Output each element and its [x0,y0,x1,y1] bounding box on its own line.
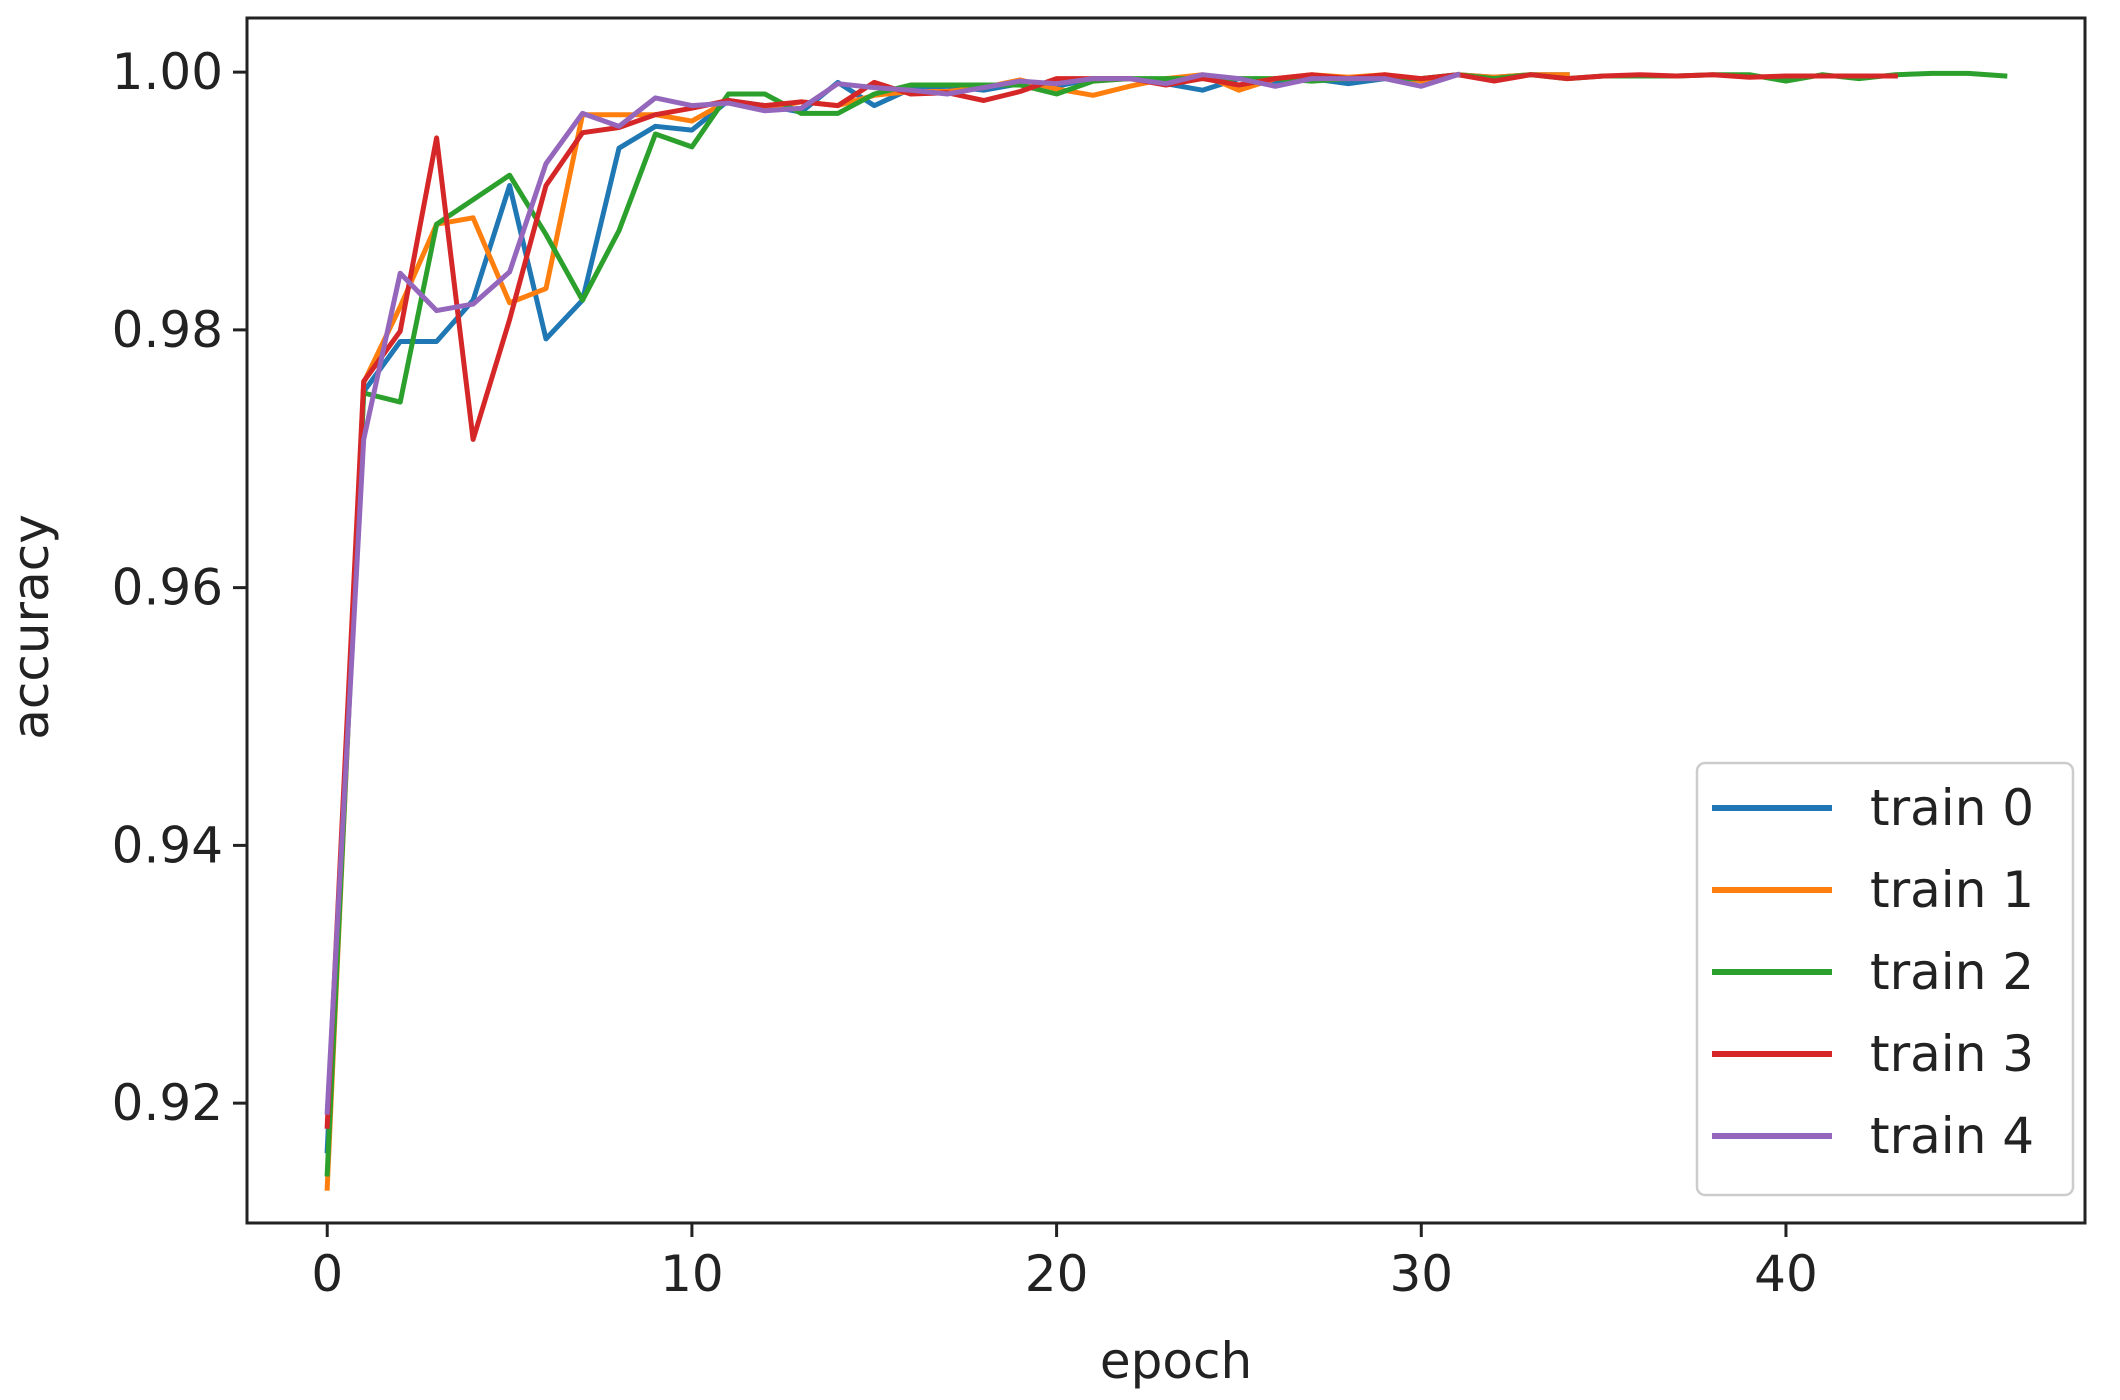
legend-label-train-2: train 2 [1870,943,2034,1001]
legend: train 0 train 1 train 2 train 3 train 4 [1695,761,2075,1197]
y-tick-label: 0.92 [112,1074,223,1132]
y-tick-label: 1.00 [112,43,223,101]
y-axis-label: accuracy [2,514,60,740]
x-tick-label: 40 [1754,1245,1818,1303]
legend-box [1695,761,2075,1197]
y-tick-label: 0.94 [112,816,223,874]
y-tick-label: 0.98 [112,301,223,359]
series-line-train-4 [324,71,1461,1115]
x-tick-label: 20 [1025,1245,1089,1303]
y-tick-label: 0.96 [112,559,223,617]
plot-frame [245,16,2087,1225]
legend-label-train-1: train 1 [1870,861,2034,919]
x-tick-label: 10 [660,1245,724,1303]
legend-label-train-0: train 0 [1870,779,2034,837]
series-layer [324,70,2008,1191]
x-axis-label: epoch [1100,1332,1252,1390]
y-axis: 0.92 0.94 0.96 0.98 1.00 [112,43,247,1132]
legend-label-train-4: train 4 [1870,1107,2034,1165]
x-tick-label: 30 [1389,1245,1453,1303]
x-tick-label: 0 [311,1245,343,1303]
legend-label-train-3: train 3 [1870,1025,2034,1083]
x-axis: 0 10 20 30 40 [311,1223,1818,1303]
